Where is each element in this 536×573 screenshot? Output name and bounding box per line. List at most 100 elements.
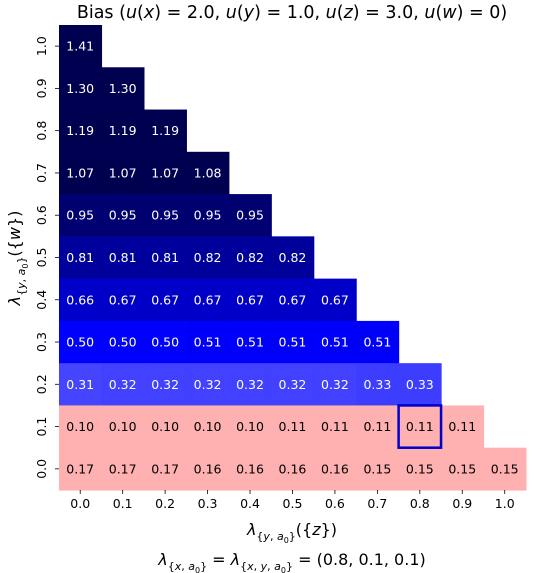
heatmap-cell [228, 405, 272, 449]
heatmap-cell [143, 109, 187, 153]
heatmap-cell [356, 320, 400, 364]
heatmap-cell [441, 405, 485, 449]
cell-value-label: 0.67 [109, 292, 137, 307]
heatmap-cell [101, 236, 145, 280]
cell-value-label: 0.81 [151, 250, 179, 265]
heatmap-cell [228, 236, 272, 280]
cell-value-label: 0.15 [406, 461, 434, 476]
heatmap-cell [59, 151, 103, 195]
cell-value-label: 0.67 [321, 292, 349, 307]
heatmap-cell [356, 405, 400, 449]
cell-value-label: 0.10 [236, 419, 264, 434]
cell-value-label: 0.17 [109, 461, 137, 476]
cell-value-label: 0.15 [448, 461, 476, 476]
heatmap-cell [356, 447, 400, 491]
y-tick-label: 0.4 [34, 290, 49, 310]
heatmap-cell [101, 405, 145, 449]
heatmap-cell [143, 447, 187, 491]
heatmap-cell [59, 236, 103, 280]
cell-value-label: 1.41 [66, 39, 94, 54]
cell-value-label: 0.51 [236, 335, 264, 350]
cell-value-label: 0.32 [279, 377, 307, 392]
cell-value-label: 0.17 [151, 461, 179, 476]
x-tick-label: 1.0 [495, 496, 515, 511]
cell-value-label: 0.95 [194, 208, 222, 223]
y-tick-label: 0.8 [34, 121, 49, 141]
heatmap-cell [398, 405, 442, 449]
heatmap-cell [313, 447, 357, 491]
heatmap-cell [143, 405, 187, 449]
y-tick-label: 0.0 [34, 459, 49, 479]
cell-value-label: 0.51 [194, 335, 222, 350]
cell-value-label: 0.81 [109, 250, 137, 265]
cell-value-label: 0.95 [236, 208, 264, 223]
x-axis-ticks: 0.0 0.1 0.2 0.3 0.4 0.5 0.6 0.7 0.8 0.9 1.0 [70, 489, 515, 511]
cell-value-label: 0.32 [236, 377, 264, 392]
heatmap-cell [398, 447, 442, 491]
cell-value-label: 0.95 [151, 208, 179, 223]
heatmap-cell [101, 363, 145, 407]
x-axis-label: λ{y, a0}({z}) [246, 520, 337, 545]
x-tick-label: 0.8 [410, 496, 430, 511]
heatmap-cell [271, 278, 315, 322]
x-tick-label: 0.7 [367, 496, 387, 511]
cell-value-label: 0.32 [151, 377, 179, 392]
cell-value-label: 1.07 [151, 165, 179, 180]
cell-value-label: 0.95 [109, 208, 137, 223]
highlight-box [397, 404, 443, 449]
cell-value-label: 0.11 [448, 419, 476, 434]
cell-value-label: 0.10 [109, 419, 137, 434]
heatmap-cell [143, 363, 187, 407]
x-tick-label: 0.2 [155, 496, 175, 511]
heatmap-cell [59, 320, 103, 364]
heatmap-cell [101, 278, 145, 322]
cell-value-label: 0.67 [279, 292, 307, 307]
heatmap-cell [186, 405, 230, 449]
heatmap-cell [101, 320, 145, 364]
heatmap-cell [271, 363, 315, 407]
heatmap-cell [143, 151, 187, 195]
cell-value-label: 0.32 [321, 377, 349, 392]
heatmap-cell [59, 405, 103, 449]
cell-value-label: 1.30 [66, 81, 94, 96]
svg-text:λ{y, a0}({w}): λ{y, a0}({w}) [5, 211, 30, 307]
y-tick-label: 0.1 [34, 417, 49, 437]
y-axis-label: λ{y, a0}({w}) [5, 211, 30, 307]
cell-value-label: 1.19 [66, 123, 94, 138]
y-tick-label: 0.9 [34, 78, 49, 98]
x-tick-label: 0.0 [70, 496, 90, 511]
heatmap-cell [271, 447, 315, 491]
cell-value-label: 1.30 [109, 81, 137, 96]
cell-value-label: 0.33 [406, 377, 434, 392]
heatmap-cell [313, 278, 357, 322]
cell-value-label: 0.15 [363, 461, 391, 476]
cell-value-label: 0.32 [109, 377, 137, 392]
cell-value-label: 0.66 [66, 292, 94, 307]
cell-value-label: 0.16 [236, 461, 264, 476]
heatmap-cell [143, 194, 187, 237]
cell-value-label: 0.31 [66, 377, 94, 392]
y-tick-label: 0.3 [34, 332, 49, 352]
cell-value-label: 0.32 [194, 377, 222, 392]
cell-value-label: 0.51 [363, 335, 391, 350]
cell-value-label: 0.11 [363, 419, 391, 434]
cell-value-label: 0.81 [66, 250, 94, 265]
heatmap-cell [143, 278, 187, 322]
x-tick-label: 0.6 [325, 496, 345, 511]
heatmap-cell [186, 278, 230, 322]
cell-value-label: 0.11 [406, 419, 434, 434]
cell-value-label: 0.16 [321, 461, 349, 476]
cell-value-label: 0.51 [279, 335, 307, 350]
cell-value-label: 0.33 [363, 377, 391, 392]
heatmap-cell [313, 320, 357, 364]
heatmap-cell [143, 320, 187, 364]
heatmap-cell [59, 194, 103, 237]
heatmap-cell [59, 447, 103, 491]
cell-value-label: 0.50 [66, 335, 94, 350]
cell-value-label: 0.82 [279, 250, 307, 265]
heatmap-cell [271, 405, 315, 449]
cell-value-label: 1.19 [109, 123, 137, 138]
cell-value-label: 0.50 [151, 335, 179, 350]
footnote-formula: λ{x, a0} = λ{x, y, a0} = (0.8, 0.1, 0.1) [157, 550, 426, 573]
